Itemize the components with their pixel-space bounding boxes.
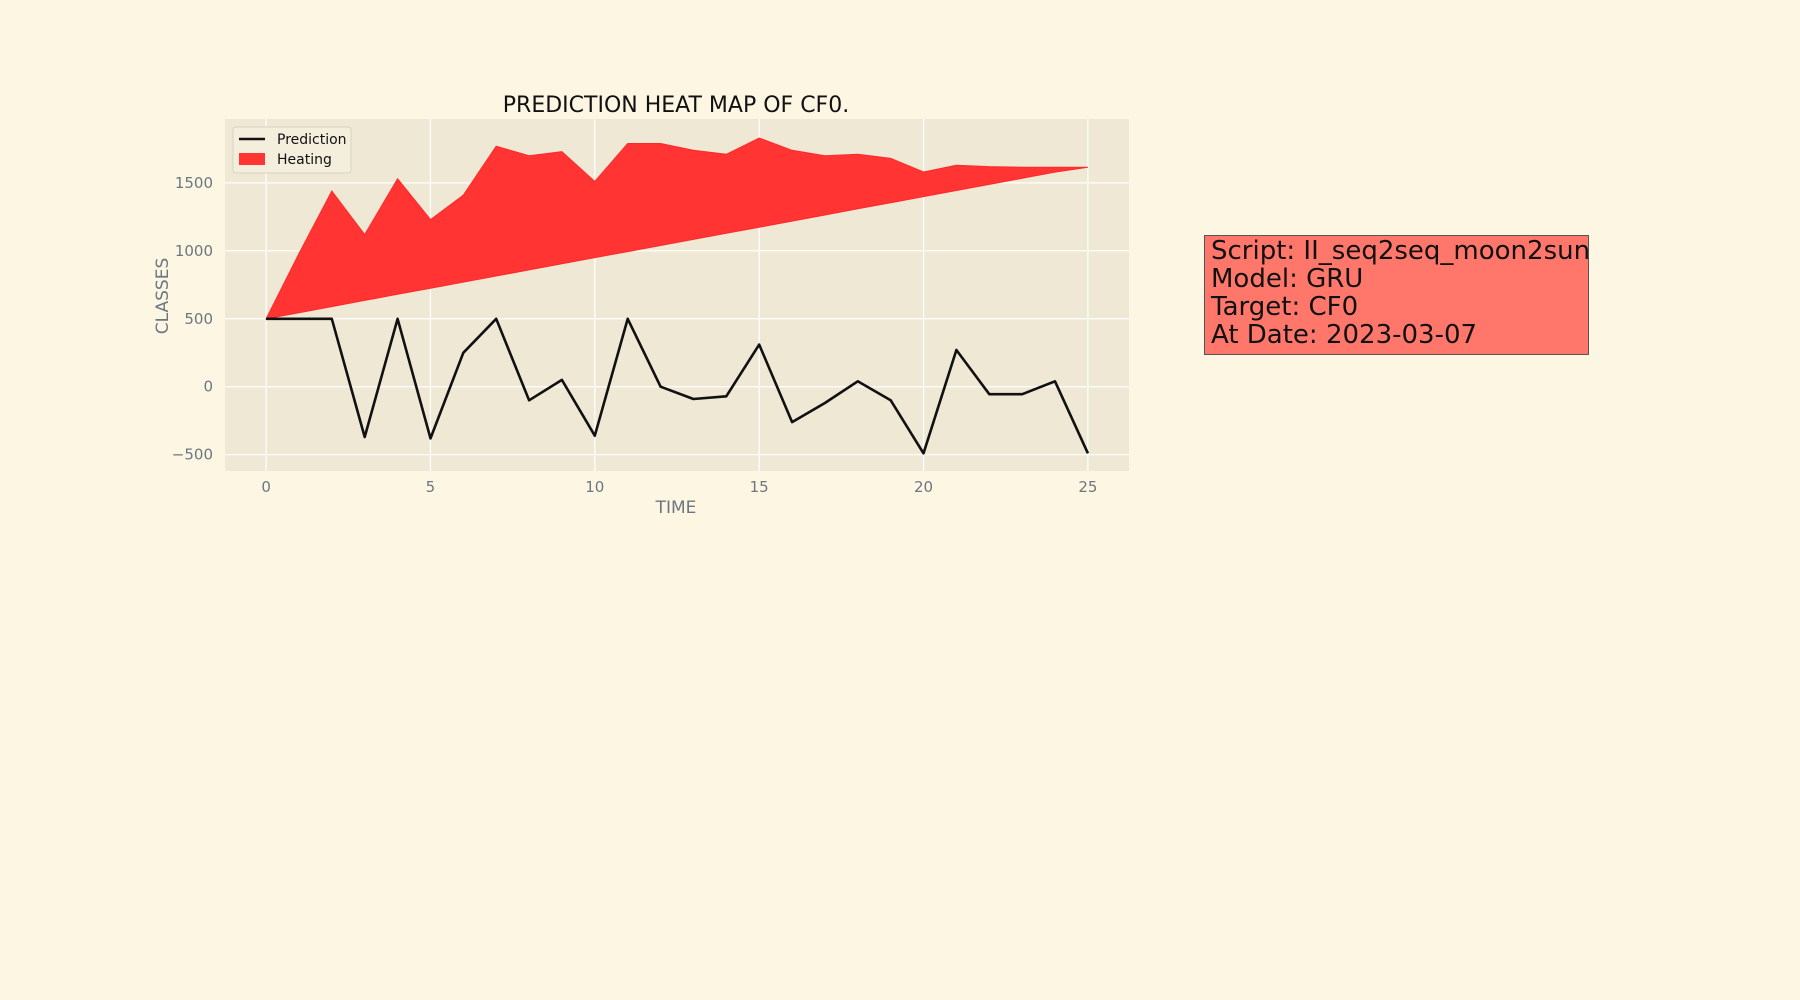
x-tick-label: 20	[914, 478, 933, 496]
y-tick-label: 1500	[175, 174, 213, 192]
x-tick-label: 25	[1078, 478, 1097, 496]
legend: Prediction Heating	[233, 127, 351, 173]
chart-title: PREDICTION HEAT MAP OF CF0.	[503, 93, 849, 118]
info-date: At Date: 2023-03-07	[1211, 321, 1582, 349]
x-tick-label: 5	[426, 478, 436, 496]
legend-heating-label: Heating	[277, 152, 332, 168]
y-tick-label: 1000	[175, 242, 213, 260]
legend-prediction-label: Prediction	[277, 132, 347, 148]
y-tick-label: −500	[172, 446, 213, 464]
x-tick-label: 10	[585, 478, 604, 496]
x-tick-label: 15	[750, 478, 769, 496]
x-axis-label: TIME	[655, 498, 697, 518]
info-model: Model: GRU	[1211, 265, 1582, 293]
x-tick-label: 0	[261, 478, 271, 496]
x-ticks: 0 5 10 15 20 25	[261, 478, 1097, 496]
info-target: Target: CF0	[1211, 293, 1582, 321]
y-tick-label: 0	[203, 378, 213, 396]
info-box: Script: II_seq2seq_moon2sun Model: GRU T…	[1204, 235, 1589, 355]
y-tick-label: 500	[184, 310, 213, 328]
info-script: Script: II_seq2seq_moon2sun	[1211, 237, 1582, 265]
y-axis-label: CLASSES	[153, 258, 173, 334]
y-ticks: −500 0 500 1000 1500	[172, 174, 213, 464]
legend-heating-swatch	[239, 153, 265, 165]
